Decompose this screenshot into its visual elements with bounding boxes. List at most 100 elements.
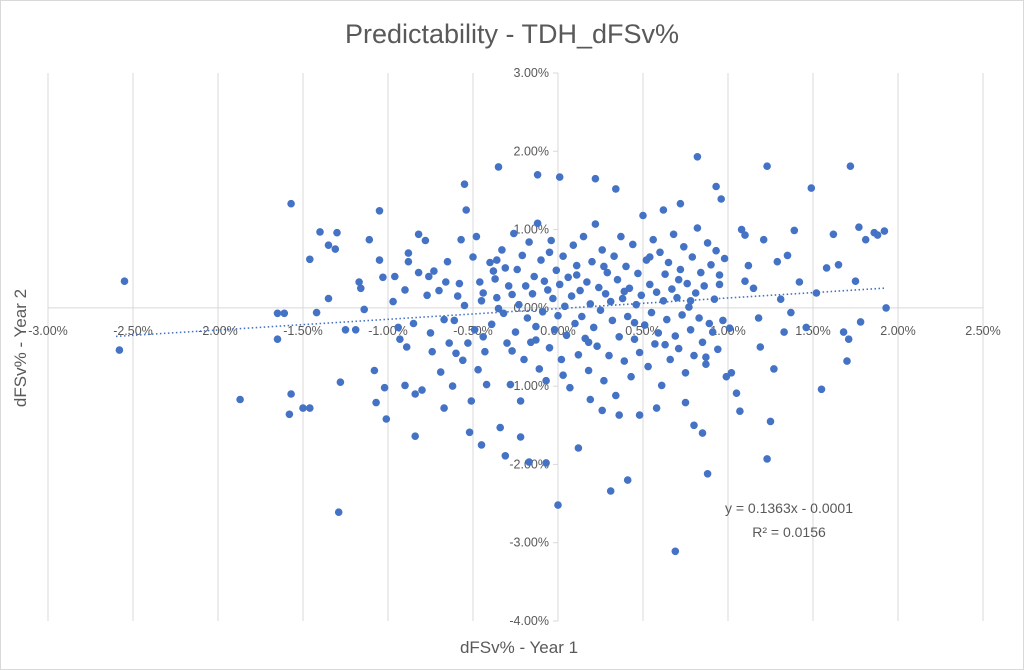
data-point (440, 404, 448, 412)
data-point (578, 312, 586, 321)
data-point (627, 372, 635, 381)
data-point (620, 287, 629, 296)
data-point (493, 293, 501, 302)
data-point (688, 253, 697, 261)
data-point (612, 391, 620, 400)
data-point (477, 441, 486, 449)
data-point (635, 411, 644, 419)
data-point (501, 452, 510, 460)
data-point (598, 246, 606, 254)
data-point (674, 344, 683, 353)
data-point (518, 251, 527, 260)
data-point (720, 254, 729, 263)
data-point (635, 348, 644, 357)
data-point (583, 278, 591, 286)
data-point (469, 253, 477, 261)
data-point (370, 366, 379, 375)
data-point (663, 315, 671, 324)
data-point (572, 271, 581, 279)
data-point (306, 404, 314, 412)
data-point (773, 257, 782, 266)
y-tick-label: -4.00% (509, 614, 549, 628)
data-point (496, 423, 505, 432)
data-point (547, 236, 555, 245)
data-point (491, 275, 499, 283)
data-point (508, 347, 516, 355)
data-point (846, 162, 855, 170)
data-point (608, 316, 617, 325)
data-point (435, 286, 443, 295)
data-point (341, 326, 350, 334)
data-point (741, 231, 749, 239)
data-point (596, 306, 605, 315)
data-point (690, 421, 698, 430)
data-point (306, 255, 314, 264)
data-point (542, 376, 550, 385)
data-point (646, 280, 654, 289)
data-point (656, 248, 664, 257)
data-point (396, 335, 404, 344)
data-point (783, 251, 792, 260)
data-point (554, 501, 562, 509)
data-point (533, 219, 542, 228)
data-point (702, 353, 710, 362)
data-point (647, 308, 656, 317)
data-point (409, 319, 418, 328)
data-point (822, 264, 831, 272)
gridlines (47, 73, 984, 621)
data-point (287, 199, 295, 208)
data-point (763, 455, 771, 463)
data-point (610, 252, 618, 260)
data-point (659, 206, 668, 214)
data-point (606, 487, 615, 495)
x-axis-title: dFSv% - Year 1 (460, 638, 578, 657)
data-point (629, 240, 637, 249)
data-point (851, 277, 860, 286)
data-point (357, 284, 365, 293)
data-point (423, 291, 431, 300)
y-tick-label: 2.00% (514, 144, 549, 158)
x-tick-label: 2.00% (880, 324, 915, 338)
data-point (717, 195, 725, 203)
data-point (503, 339, 511, 347)
data-point (525, 458, 533, 466)
data-point (787, 308, 795, 317)
data-point (646, 253, 654, 261)
data-point (697, 268, 705, 277)
data-point (567, 292, 576, 300)
data-point (404, 249, 413, 257)
data-point (120, 277, 129, 286)
data-point (482, 380, 491, 389)
data-point (661, 270, 669, 279)
data-point (504, 282, 513, 290)
data-point (389, 297, 397, 306)
data-point (600, 262, 608, 271)
data-point (649, 235, 657, 244)
trendline-group (115, 287, 887, 338)
data-point (499, 309, 508, 318)
data-point (630, 318, 639, 327)
data-point (333, 228, 341, 237)
data-point (673, 293, 681, 302)
data-point (623, 476, 632, 484)
data-point (545, 344, 554, 352)
data-point (664, 258, 673, 267)
data-point (331, 245, 340, 253)
data-point (375, 207, 384, 215)
data-point (375, 256, 384, 264)
data-point (691, 289, 700, 297)
data-point (613, 275, 622, 284)
data-point (685, 303, 693, 311)
data-point (554, 311, 562, 320)
data-point (741, 277, 749, 286)
data-point (776, 295, 785, 304)
y-tick-label: -3.00% (509, 536, 549, 550)
data-point (715, 280, 724, 289)
data-point (501, 264, 510, 272)
x-tick-label: -1.00% (368, 324, 408, 338)
data-point (856, 318, 865, 326)
data-point (698, 429, 707, 437)
data-point (511, 328, 520, 336)
data-point (569, 241, 578, 249)
data-point (440, 315, 448, 324)
